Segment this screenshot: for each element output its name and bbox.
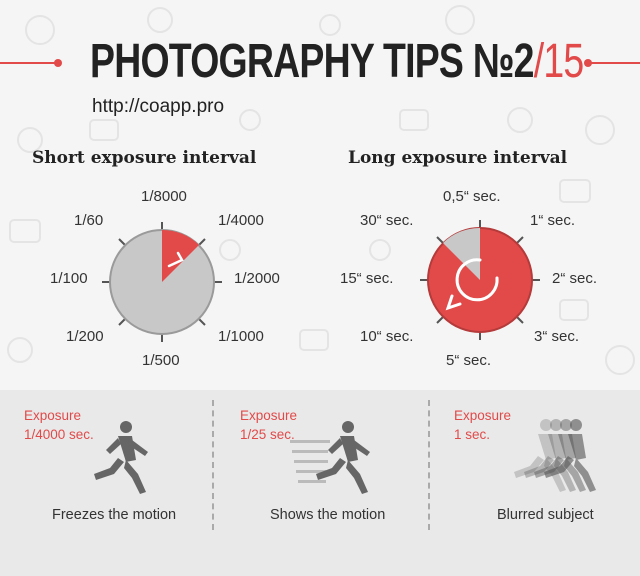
example-2-exposure: Exposure 1/25 sec.	[240, 406, 297, 444]
short-exposure-dial	[102, 222, 222, 342]
header-accent-line-right	[584, 59, 640, 67]
short-label-1-4000: 1/4000	[218, 212, 264, 229]
example-3-exposure-value: 1 sec.	[454, 427, 491, 442]
short-exposure-heading: Short exposure interval	[32, 148, 257, 168]
short-label-1-100: 1/100	[50, 270, 88, 287]
divider-2	[428, 400, 430, 530]
long-label-15-sec: 15“ sec.	[340, 270, 394, 287]
long-label-30-sec: 30“ sec.	[360, 212, 414, 229]
short-label-1-2000: 1/2000	[234, 270, 280, 287]
divider-1	[212, 400, 214, 530]
site-url[interactable]: http://coapp.pro	[92, 96, 225, 117]
example-2-exposure-value: 1/25 sec.	[240, 427, 295, 442]
short-label-1-1000: 1/1000	[218, 328, 264, 345]
long-label-5-sec: 5“ sec.	[446, 352, 492, 369]
example-3-caption: Blurred subject	[497, 507, 594, 523]
runner-blurred-icon	[514, 419, 596, 492]
header-accent-line-left	[0, 59, 62, 67]
short-label-1-200: 1/200	[66, 328, 104, 345]
title-total: 15	[543, 35, 584, 88]
long-label-1-sec: 1“ sec.	[530, 212, 576, 229]
long-exposure-heading: Long exposure interval	[348, 148, 568, 168]
example-1-exposure: Exposure 1/4000 sec.	[24, 406, 94, 444]
example-1-caption: Freezes the motion	[52, 507, 177, 523]
long-label-0-5-sec: 0,5“ sec.	[443, 188, 501, 205]
example-1-exposure-value: 1/4000 sec.	[24, 427, 94, 442]
long-label-2-sec: 2“ sec.	[552, 270, 598, 287]
runner-motion-icon	[290, 421, 370, 494]
example-1-exposure-title: Exposure	[24, 408, 82, 423]
long-label-3-sec: 3“ sec.	[534, 328, 580, 345]
title-slash: /	[533, 35, 544, 88]
runner-sharp-icon	[94, 421, 148, 494]
long-label-10-sec: 10“ sec.	[360, 328, 414, 345]
short-label-1-500: 1/500	[142, 352, 180, 369]
example-2-exposure-title: Exposure	[240, 408, 298, 423]
example-3-exposure-title: Exposure	[454, 408, 512, 423]
example-2-caption: Shows the motion	[270, 507, 386, 523]
title-main: PHOTOGRAPHY TIPS №2	[90, 35, 534, 88]
short-label-1-60: 1/60	[74, 212, 104, 229]
page-title: PHOTOGRAPHY TIPS №2/15	[90, 34, 584, 90]
long-exposure-dial	[420, 220, 540, 340]
example-3-exposure: Exposure 1 sec.	[454, 406, 511, 444]
short-label-1-8000: 1/8000	[141, 188, 187, 205]
